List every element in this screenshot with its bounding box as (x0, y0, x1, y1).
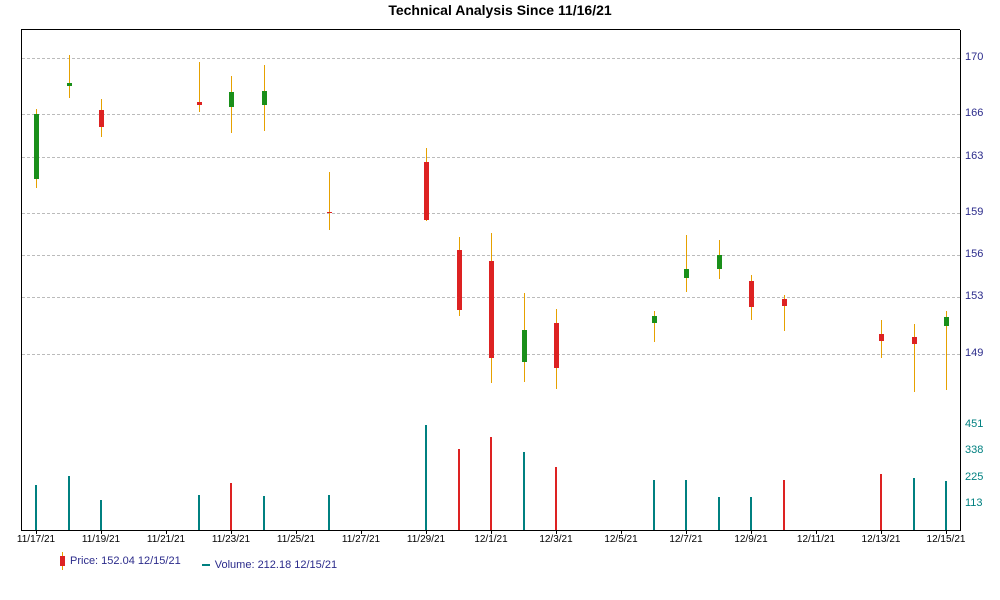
volume-tick-label: 451 (965, 418, 1000, 430)
candle-body (684, 269, 689, 277)
price-tick-label: 149 (965, 347, 1000, 359)
legend: Price: 152.04 12/15/21 Volume: 212.18 12… (60, 555, 355, 571)
x-tick-label: 11/23/21 (212, 534, 250, 545)
volume-bar (68, 476, 70, 530)
volume-icon (202, 564, 210, 566)
x-tick-label: 11/29/21 (407, 534, 445, 545)
volume-bar (490, 437, 492, 530)
candle-body (67, 83, 72, 86)
legend-price-label: Price: 152.04 12/15/21 (70, 555, 181, 567)
price-tick-label: 163 (965, 150, 1000, 162)
candle-body (749, 281, 754, 308)
volume-bar (685, 480, 687, 530)
volume-bar (263, 496, 265, 530)
candle-body (717, 255, 722, 269)
legend-price: Price: 152.04 12/15/21 (60, 555, 181, 567)
price-tick-label: 153 (965, 290, 1000, 302)
volume-bar (555, 467, 557, 530)
x-tick-label: 12/1/21 (474, 534, 507, 545)
x-tick-label: 12/15/21 (927, 534, 966, 545)
volume-tick-label: 113 (965, 497, 1000, 509)
price-tick-label: 159 (965, 206, 1000, 218)
candle-body (782, 299, 787, 306)
volume-tick-label: 338 (965, 444, 1000, 456)
candle-body (912, 337, 917, 344)
gridline (22, 213, 960, 214)
price-tick-label: 170 (965, 51, 1000, 63)
price-tick-label: 166 (965, 107, 1000, 119)
candle-body (522, 330, 527, 362)
volume-bar (783, 480, 785, 530)
legend-volume-label: Volume: 212.18 12/15/21 (215, 559, 337, 571)
candle-body (262, 91, 267, 105)
candle-wick (686, 235, 687, 291)
candle-body (944, 317, 949, 325)
x-tick-label: 11/17/21 (17, 534, 55, 545)
x-tick-label: 12/11/21 (797, 534, 835, 545)
volume-bar (653, 480, 655, 530)
candle-wick (914, 324, 915, 392)
volume-bar (718, 497, 720, 530)
candle-body (327, 212, 332, 213)
x-tick-label: 11/21/21 (147, 534, 185, 545)
candle-body (197, 102, 202, 105)
price-tick-label: 156 (965, 248, 1000, 260)
candle-body (424, 162, 429, 220)
candle-body (554, 323, 559, 368)
x-tick-label: 11/25/21 (277, 534, 315, 545)
candle-body (652, 316, 657, 323)
candlestick-chart: Technical Analysis Since 11/16/21 149 153… (0, 0, 1000, 600)
volume-bar (523, 452, 525, 530)
x-tick-label: 12/5/21 (604, 534, 637, 545)
candle-body (99, 110, 104, 127)
candle-body (489, 261, 494, 358)
chart-title: Technical Analysis Since 11/16/21 (0, 2, 1000, 18)
candle-wick (329, 172, 330, 230)
x-tick-label: 11/27/21 (342, 534, 380, 545)
x-tick-label: 12/3/21 (539, 534, 572, 545)
candle-body (879, 334, 884, 341)
candle-wick (69, 55, 70, 97)
gridline (22, 58, 960, 59)
candle-icon (60, 556, 65, 566)
gridline (22, 114, 960, 115)
volume-bar (458, 449, 460, 530)
volume-bar (913, 478, 915, 530)
x-tick-label: 12/7/21 (669, 534, 702, 545)
volume-bar (880, 474, 882, 530)
candle-body (34, 114, 39, 179)
volume-bar (230, 483, 232, 530)
x-tick-label: 12/9/21 (734, 534, 767, 545)
legend-volume: Volume: 212.18 12/15/21 (202, 559, 337, 571)
gridline (22, 157, 960, 158)
x-tick-label: 11/19/21 (82, 534, 120, 545)
volume-bar (328, 495, 330, 530)
candle-body (457, 250, 462, 311)
volume-bar (198, 495, 200, 530)
volume-bar (750, 497, 752, 530)
volume-bar (945, 481, 947, 530)
volume-bar (35, 485, 37, 530)
volume-tick-label: 225 (965, 471, 1000, 483)
x-tick-label: 12/13/21 (862, 534, 901, 545)
volume-bar (425, 425, 427, 530)
volume-bar (100, 500, 102, 530)
candle-body (229, 92, 234, 107)
